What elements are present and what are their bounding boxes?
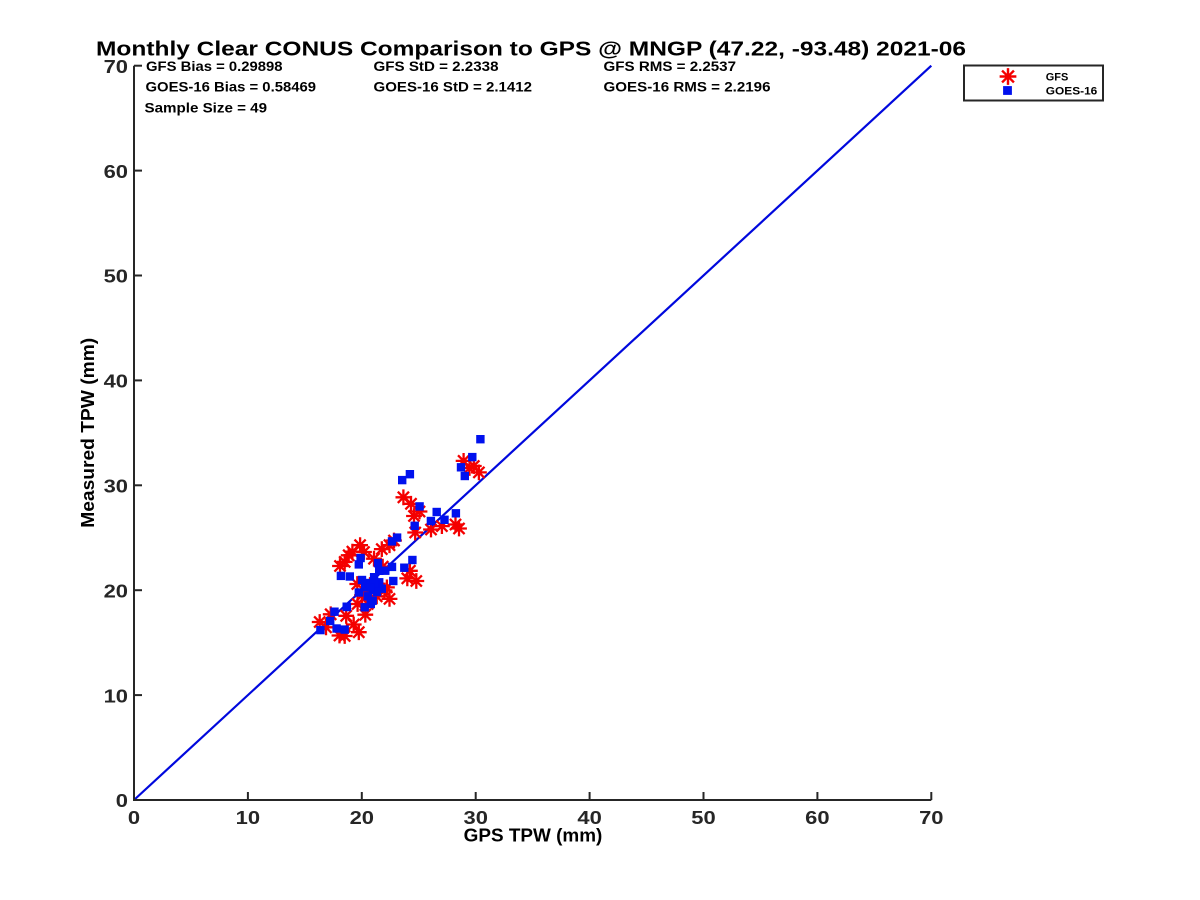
svg-text:GOES-16 StD = 2.1412: GOES-16 StD = 2.1412 — [374, 80, 533, 95]
svg-text:GFS Bias = 0.29898: GFS Bias = 0.29898 — [146, 59, 283, 74]
svg-text:50: 50 — [691, 808, 715, 828]
svg-text:Sample Size = 49: Sample Size = 49 — [145, 100, 268, 115]
svg-text:0: 0 — [116, 791, 128, 811]
svg-text:50: 50 — [104, 267, 128, 287]
svg-text:30: 30 — [104, 477, 128, 497]
svg-text:70: 70 — [104, 57, 128, 77]
svg-text:10: 10 — [104, 686, 128, 706]
svg-text:GPS TPW (mm): GPS TPW (mm) — [464, 826, 603, 847]
svg-text:GFS StD = 2.2338: GFS StD = 2.2338 — [374, 59, 500, 74]
svg-text:30: 30 — [464, 808, 488, 828]
svg-text:40: 40 — [577, 808, 601, 828]
svg-text:GOES-16 Bias = 0.58469: GOES-16 Bias = 0.58469 — [146, 80, 317, 95]
svg-text:GOES-16 RMS = 2.2196: GOES-16 RMS = 2.2196 — [604, 80, 772, 95]
svg-text:Monthly Clear CONUS Comparison: Monthly Clear CONUS Comparison to GPS @ … — [96, 38, 966, 60]
svg-text:70: 70 — [919, 808, 943, 828]
svg-text:60: 60 — [104, 162, 128, 182]
svg-text:10: 10 — [236, 808, 260, 828]
svg-text:40: 40 — [104, 372, 128, 392]
svg-text:GFS: GFS — [1046, 72, 1069, 84]
svg-text:Measured TPW (mm): Measured TPW (mm) — [78, 338, 99, 528]
svg-text:20: 20 — [350, 808, 374, 828]
svg-text:20: 20 — [104, 581, 128, 601]
svg-text:GOES-16: GOES-16 — [1046, 86, 1098, 98]
svg-text:60: 60 — [805, 808, 829, 828]
svg-text:GFS RMS = 2.2537: GFS RMS = 2.2537 — [604, 59, 737, 74]
svg-text:0: 0 — [128, 808, 140, 828]
